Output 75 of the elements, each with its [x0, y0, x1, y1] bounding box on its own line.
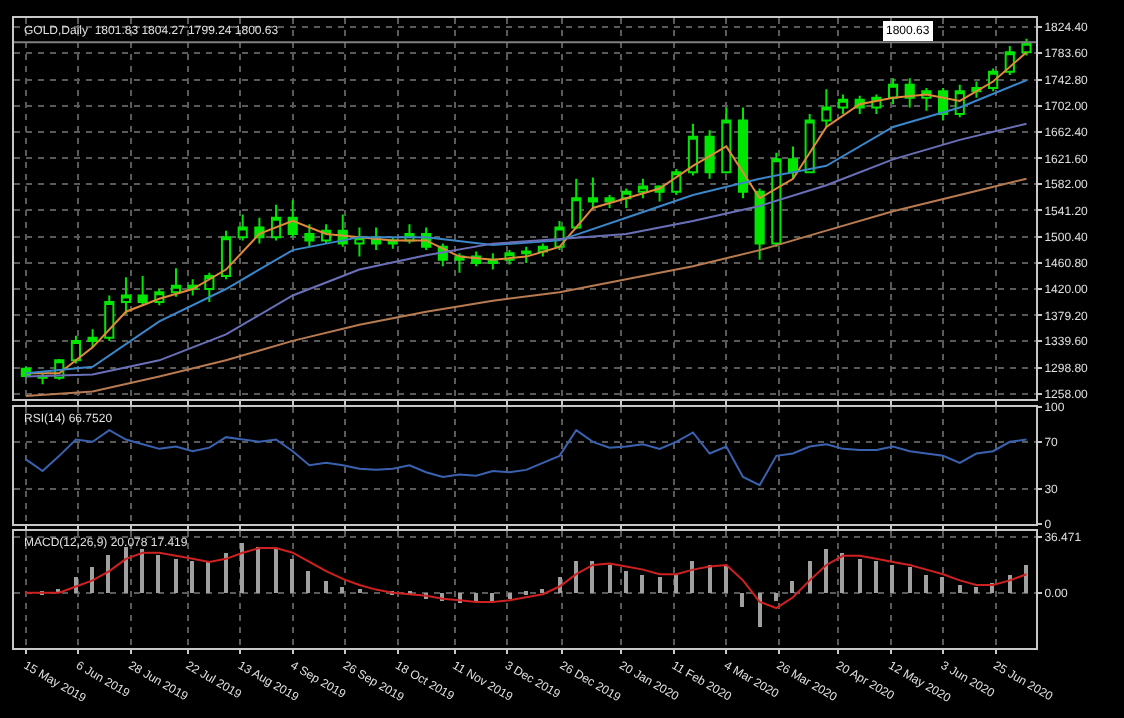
candlestick [137, 275, 148, 307]
line-series [24, 547, 1028, 610]
candlestick [821, 88, 832, 128]
bar [590, 561, 594, 594]
candlestick [120, 276, 132, 315]
bar [874, 561, 878, 594]
bar [908, 567, 912, 594]
candlestick [737, 106, 749, 200]
candlestick [721, 106, 732, 175]
bar [890, 565, 894, 594]
bar [840, 553, 844, 594]
candlestick [237, 213, 248, 242]
candlestick [270, 203, 282, 242]
candlestick [787, 145, 799, 180]
candlestick [604, 194, 615, 209]
bar [824, 549, 828, 594]
candlestick [687, 122, 699, 177]
bar [790, 581, 794, 594]
bar [340, 587, 344, 594]
bar [508, 593, 512, 600]
bar [156, 555, 160, 594]
bar [306, 571, 310, 594]
bar [724, 565, 728, 594]
bar [574, 561, 578, 594]
candlestick [571, 177, 582, 229]
bar [124, 547, 128, 594]
bar [106, 555, 110, 594]
candlestick [454, 252, 465, 274]
bar [256, 547, 260, 594]
bar [774, 593, 778, 602]
candlestick [104, 294, 115, 342]
bar [474, 593, 478, 602]
bar [608, 565, 612, 594]
bar [290, 559, 294, 594]
bar [690, 561, 694, 594]
candlestick [771, 151, 782, 248]
bar [658, 577, 662, 594]
candlestick [521, 245, 532, 265]
candlestick [887, 77, 899, 106]
bar [708, 565, 712, 594]
bar [140, 549, 144, 594]
bar [624, 571, 628, 594]
bar [674, 575, 678, 594]
bar [1024, 565, 1028, 594]
line-series [24, 429, 1028, 487]
bar [90, 567, 94, 594]
bar [274, 549, 278, 594]
line-series [24, 122, 1028, 378]
bar [740, 593, 744, 608]
bar [924, 575, 928, 594]
bar [640, 575, 644, 594]
bar [174, 559, 178, 594]
candlestick [354, 226, 365, 258]
candlestick [704, 129, 715, 180]
bar [940, 577, 944, 594]
candlestick [637, 177, 648, 200]
bar [958, 585, 962, 594]
candlestick [70, 334, 82, 365]
candlestick [220, 229, 232, 281]
bar [858, 559, 862, 594]
bar [324, 581, 328, 594]
candlestick [587, 176, 598, 209]
bar [224, 553, 228, 594]
bar [206, 561, 210, 594]
line-series [24, 177, 1028, 397]
bar [808, 561, 812, 594]
bar [758, 593, 762, 628]
candlestick [170, 267, 182, 298]
candlestick [87, 328, 98, 349]
bar [490, 593, 494, 602]
bar [974, 587, 978, 594]
candlestick [837, 93, 849, 115]
bar [240, 543, 244, 594]
bar [190, 561, 194, 594]
candlestick [304, 223, 315, 248]
